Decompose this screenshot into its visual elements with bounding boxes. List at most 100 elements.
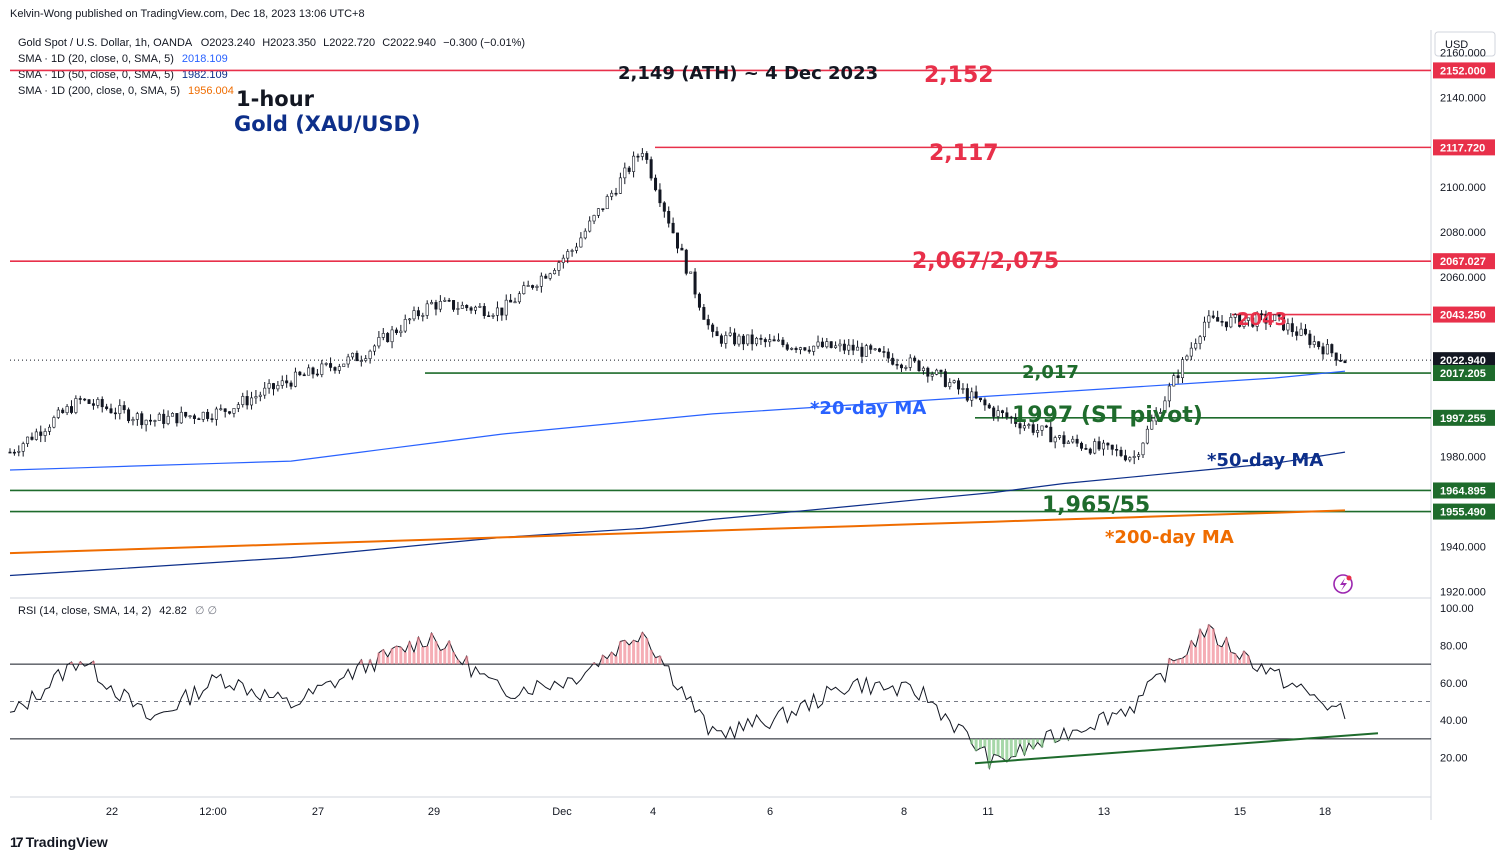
candle-body xyxy=(825,341,829,348)
moving-averages xyxy=(9,370,1346,577)
candle-body xyxy=(210,418,214,420)
candle-body xyxy=(961,388,965,390)
candle-body xyxy=(579,237,583,248)
ma200-label: *200-day MA xyxy=(1105,527,1234,548)
candle-body xyxy=(1110,444,1114,450)
time-tick-label: 4 xyxy=(650,806,656,818)
candle-body xyxy=(733,332,737,345)
legend-symbol: Gold Spot / U.S. Dollar, 1h, OANDA O2023… xyxy=(18,37,525,49)
candle-body xyxy=(1233,314,1237,318)
time-tick-label: 27 xyxy=(312,806,324,818)
candle-body xyxy=(1220,321,1224,323)
price-badge xyxy=(1433,62,1495,79)
candle-body xyxy=(1334,352,1338,361)
candle-body xyxy=(1172,375,1176,387)
candle-body xyxy=(61,409,65,414)
s1-label: 2,017 xyxy=(1022,362,1079,383)
candle-body xyxy=(1339,359,1343,362)
candle-body xyxy=(83,398,87,401)
candle-body xyxy=(1202,321,1206,338)
candle-body xyxy=(1005,412,1009,418)
candle-body xyxy=(452,300,456,310)
candle-body xyxy=(517,293,521,303)
candle-body xyxy=(737,335,741,345)
candle-body xyxy=(421,315,425,317)
currency-label: USD xyxy=(1445,39,1468,51)
candle-body xyxy=(886,351,890,359)
price-badge xyxy=(1433,253,1495,270)
candle-body xyxy=(456,308,460,310)
candle-body xyxy=(1242,320,1246,327)
candle-body xyxy=(873,348,877,351)
candle-body xyxy=(324,363,328,365)
candle-body xyxy=(1198,336,1202,344)
candle-body xyxy=(372,345,376,352)
candle-body xyxy=(539,275,543,287)
candle-body xyxy=(1049,426,1053,443)
candle-body xyxy=(188,415,192,418)
legend-rsi: RSI (14, close, SMA, 14, 2) 42.82 ∅ ∅ xyxy=(18,605,217,617)
candle-body xyxy=(504,299,508,316)
rsi-line xyxy=(9,623,1346,771)
candle-body xyxy=(842,343,846,351)
candle-body xyxy=(649,159,653,179)
candle-body xyxy=(1154,412,1158,422)
candle-body xyxy=(781,339,785,346)
candle-body xyxy=(219,408,223,411)
candle-body xyxy=(403,319,407,332)
candle-body xyxy=(895,364,899,366)
r3-label: 2,067/2,075 xyxy=(912,249,1059,274)
candle-body xyxy=(298,371,302,376)
candle-body xyxy=(623,167,627,179)
candle-body xyxy=(763,339,767,343)
candle-body xyxy=(1062,435,1066,444)
candle-body xyxy=(1088,448,1092,454)
candle-body xyxy=(693,271,697,295)
candle-body xyxy=(184,411,188,417)
horizontal-levels xyxy=(10,69,1431,513)
candle-body xyxy=(1106,442,1110,446)
candle-body xyxy=(627,167,631,172)
candle-body xyxy=(864,345,868,357)
candle-body xyxy=(654,177,658,191)
candle-body xyxy=(561,257,565,263)
candle-body xyxy=(1084,448,1088,450)
ma-line-20 xyxy=(9,370,1346,471)
candle-body xyxy=(144,419,148,426)
candle-body xyxy=(917,360,921,372)
candle-body xyxy=(671,222,675,234)
candle-body xyxy=(285,380,289,384)
price-tick-label: 2100.000 xyxy=(1440,182,1486,194)
candle-body xyxy=(30,436,34,440)
candle-body xyxy=(214,408,218,420)
currency-selector[interactable] xyxy=(1434,31,1496,57)
rsi-tick-label: 80.00 xyxy=(1440,640,1468,652)
candle-body xyxy=(1066,441,1070,444)
candle-body xyxy=(87,399,91,404)
candle-body xyxy=(271,383,275,390)
candle-body xyxy=(162,413,166,424)
candle-body xyxy=(1251,317,1255,327)
candle-body xyxy=(798,347,802,350)
candle-body xyxy=(377,337,381,347)
candle-body xyxy=(74,398,78,413)
annotations: 1-hour Gold (XAU/USD) 2,149 (ATH) ~ 4 De… xyxy=(234,63,1323,548)
candle-body xyxy=(465,305,469,309)
candle-body xyxy=(1000,410,1004,414)
candle-body xyxy=(65,406,69,414)
candle-body xyxy=(1246,317,1250,321)
candle-body xyxy=(197,418,201,420)
candle-body xyxy=(100,399,104,408)
candle-body xyxy=(636,155,640,158)
tradingview-brand: TradingView xyxy=(25,834,108,850)
candle-body xyxy=(1119,449,1123,456)
candle-body xyxy=(1075,438,1079,444)
candle-body xyxy=(469,307,473,311)
candle-body xyxy=(588,220,592,232)
candle-body xyxy=(891,357,895,365)
candle-body xyxy=(1093,441,1097,454)
r4-label: 2043 xyxy=(1237,309,1287,330)
alert-icon[interactable] xyxy=(1333,574,1353,594)
tradingview-logo[interactable]: 17 TradingView xyxy=(10,834,108,850)
